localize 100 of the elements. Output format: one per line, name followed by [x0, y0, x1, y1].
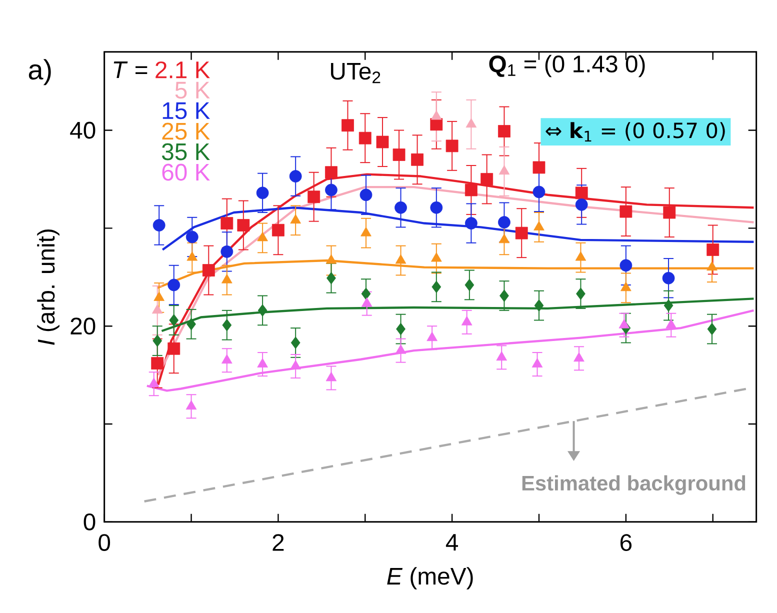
point: [361, 297, 372, 307]
point: [290, 214, 301, 224]
point: [620, 259, 632, 272]
point: [500, 290, 509, 302]
point: [498, 216, 510, 228]
point: [152, 219, 166, 232]
point: [360, 188, 372, 202]
text: 35 K: [162, 143, 210, 160]
point: [663, 206, 676, 219]
point: [498, 125, 510, 138]
point: [461, 316, 472, 326]
text: 60 K: [162, 164, 210, 181]
line-series: [160, 298, 755, 332]
y-tick-label: 0: [84, 513, 96, 530]
point: [290, 336, 300, 349]
point: [289, 170, 302, 182]
point: [325, 166, 338, 179]
annotation: Q$_{1}$ = (0 1.43 0): [489, 54, 645, 78]
point: [360, 226, 372, 236]
point: [148, 378, 160, 388]
point: [152, 334, 162, 347]
point: [426, 332, 438, 342]
annotation: Estimated background: [522, 475, 746, 495]
point: [534, 220, 544, 230]
point: [464, 278, 474, 292]
point: [325, 184, 338, 196]
text: 2.1 K: [156, 61, 210, 78]
point: [576, 288, 586, 300]
point: [706, 261, 718, 271]
point: [151, 357, 164, 370]
point: [432, 280, 442, 294]
point: [186, 230, 198, 244]
point: [620, 282, 632, 292]
point: [326, 254, 337, 264]
text: 25 K: [162, 122, 210, 140]
point: [326, 272, 336, 284]
point: [186, 400, 197, 410]
point: [342, 119, 354, 132]
point: [532, 186, 546, 198]
point: [168, 278, 180, 292]
point: [222, 274, 232, 284]
point: [237, 219, 250, 232]
x-axis-title: E (meV): [387, 567, 473, 590]
point: [326, 372, 337, 382]
text: a): [28, 59, 51, 86]
point: [480, 173, 494, 186]
point: [358, 132, 372, 144]
point: [394, 201, 407, 214]
point: [430, 201, 443, 214]
point: [574, 352, 584, 362]
point: [202, 264, 215, 276]
annotation: ⇔ k$_{1}$ = (0 0.57 0): [546, 122, 725, 142]
point: [154, 291, 164, 301]
point: [532, 161, 546, 174]
point: [498, 234, 510, 244]
point: [395, 254, 406, 264]
point: [575, 198, 588, 211]
point: [575, 251, 586, 261]
point: [662, 272, 675, 284]
point: [618, 318, 630, 328]
point: [666, 318, 677, 328]
point: [446, 140, 458, 152]
point: [392, 148, 406, 161]
point: [707, 322, 717, 336]
point: [220, 245, 234, 258]
point: [395, 344, 406, 354]
point: [515, 226, 528, 240]
x-tick-label: 0: [98, 534, 110, 552]
point: [498, 165, 510, 175]
y-tick-label: 20: [70, 318, 96, 335]
point: [464, 217, 478, 230]
point: [431, 252, 442, 262]
point: [222, 354, 232, 364]
x-tick-label: 2: [272, 534, 284, 551]
point: [308, 190, 320, 204]
point: [258, 304, 268, 317]
point: [152, 304, 163, 314]
point: [168, 342, 180, 355]
point: [272, 224, 284, 236]
point: [186, 251, 198, 261]
point: [466, 118, 477, 128]
line-series: [146, 309, 755, 392]
x-tick-label: 4: [446, 534, 458, 551]
point: [575, 186, 588, 200]
annotation: UTe$_{2}$: [331, 62, 380, 84]
point: [186, 318, 196, 330]
y-axis-title: I (arb. unit): [37, 230, 60, 345]
point: [706, 244, 720, 256]
text: 15 K: [162, 102, 210, 120]
point: [664, 299, 674, 312]
point: [376, 136, 389, 148]
point: [464, 184, 478, 196]
point: [257, 232, 268, 242]
point: [290, 360, 301, 370]
legend-title: T =: [114, 62, 148, 78]
point: [396, 322, 406, 336]
point: [257, 358, 268, 368]
point: [532, 358, 543, 368]
point: [620, 205, 632, 218]
point: [411, 153, 424, 166]
